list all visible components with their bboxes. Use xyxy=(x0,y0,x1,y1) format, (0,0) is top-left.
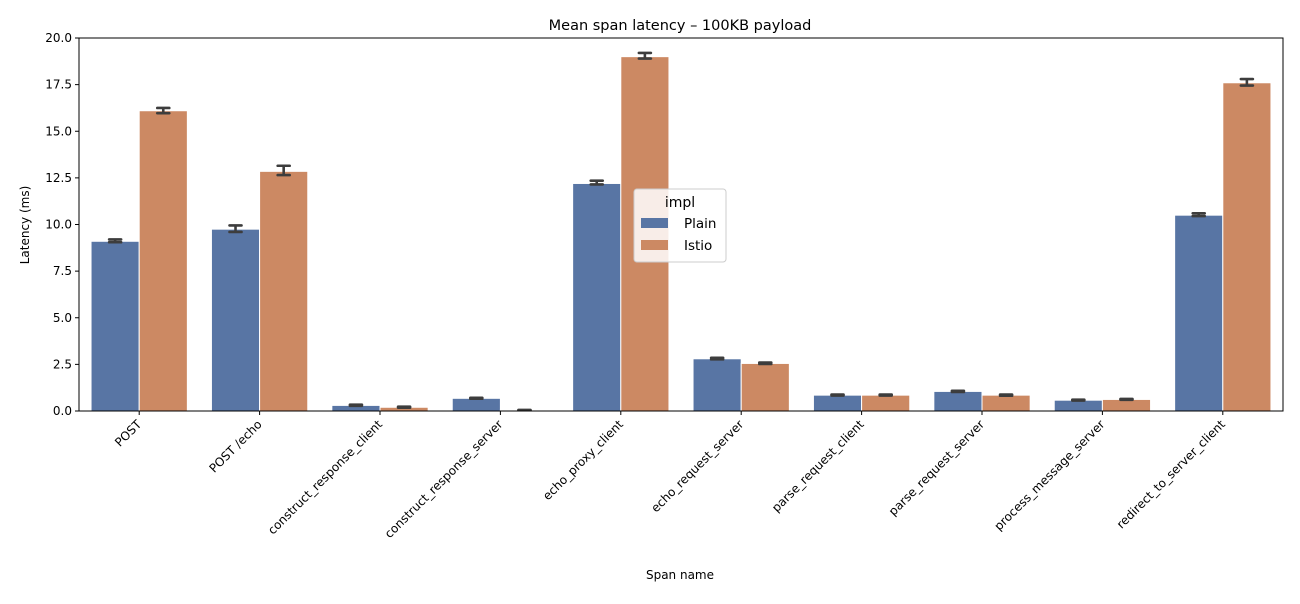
bar-plain xyxy=(1174,214,1224,412)
bar-plain xyxy=(933,390,983,412)
x-tick-label: POST xyxy=(112,417,145,450)
legend-swatch-plain xyxy=(641,218,668,228)
y-tick-label: 2.5 xyxy=(53,357,72,371)
legend-swatch-istio xyxy=(641,240,668,250)
bar-plain xyxy=(210,228,261,412)
y-tick-label: 17.5 xyxy=(45,78,72,92)
bar-plain xyxy=(451,397,501,412)
bar-istio xyxy=(1101,398,1152,412)
bars xyxy=(90,56,1272,412)
x-tick-label: redirect_to_server_client xyxy=(1114,417,1228,531)
bar-istio xyxy=(981,394,1031,412)
plot-frame xyxy=(78,37,1284,412)
x-tick-label: process_message_server xyxy=(992,417,1108,533)
y-axis-label: Latency (ms) xyxy=(18,186,32,265)
y-tick-label: 7.5 xyxy=(53,264,72,278)
legend: impl Plain Istio xyxy=(633,188,727,263)
x-tick-label: echo_request_server xyxy=(648,417,746,515)
x-tick-label: construct_response_server xyxy=(382,417,506,541)
x-tick-label: parse_request_server xyxy=(886,417,987,518)
bar-istio xyxy=(138,110,188,412)
y-tick-label: 10.0 xyxy=(45,218,72,232)
chart-title: Mean span latency – 100KB payload xyxy=(549,18,812,34)
legend-title: impl xyxy=(665,195,695,211)
legend-label-plain: Plain xyxy=(684,216,716,232)
error-bars xyxy=(107,51,1255,412)
bar-plain xyxy=(572,182,622,412)
bar-istio xyxy=(259,170,309,412)
x-tick-label: construct_response_client xyxy=(265,417,385,537)
y-tick-label: 15.0 xyxy=(45,124,72,138)
x-axis: POST POST /echo construct_response_clientc… xyxy=(112,411,1228,541)
bar-istio xyxy=(740,362,790,412)
y-axis: 0.0 2.5 5.0 7.5 10.0 12.5 15.0 17.5 20.0 xyxy=(45,31,79,418)
x-tick-label: POST /echo xyxy=(206,417,264,475)
y-tick-label: 20.0 xyxy=(45,31,72,45)
x-tick-label: parse_request_client xyxy=(769,417,867,515)
x-tick-label: echo_proxy_client xyxy=(540,417,626,503)
bar-istio xyxy=(1222,82,1272,412)
bar-plain xyxy=(812,394,863,412)
bar-istio xyxy=(861,394,911,412)
legend-label-istio: Istio xyxy=(684,238,712,254)
bar-plain xyxy=(692,358,742,412)
y-tick-label: 0.0 xyxy=(53,404,72,418)
bar-plain xyxy=(90,240,140,412)
x-axis-label: Span name xyxy=(646,568,714,582)
y-tick-label: 5.0 xyxy=(53,311,72,325)
y-tick-label: 12.5 xyxy=(45,171,72,185)
